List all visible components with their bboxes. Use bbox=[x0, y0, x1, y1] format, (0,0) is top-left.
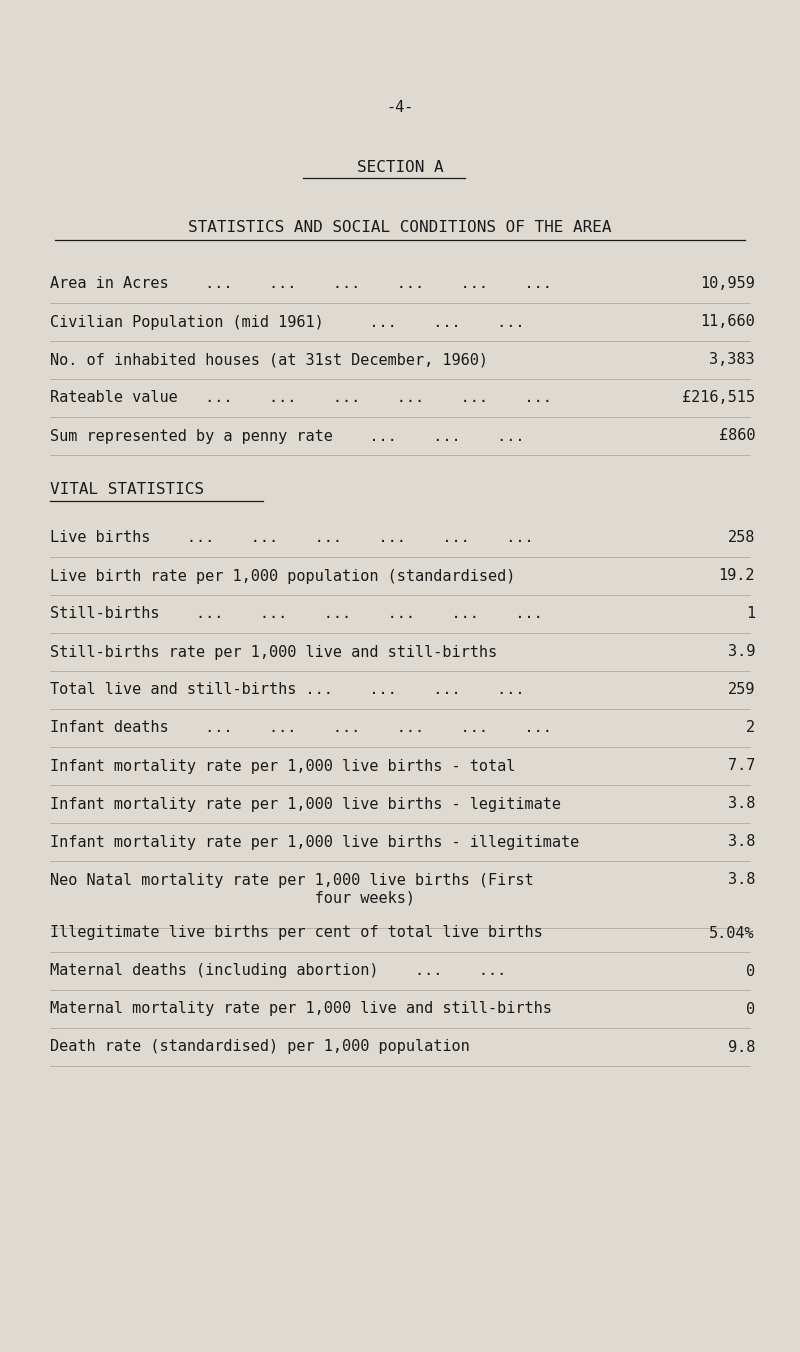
Text: 10,959: 10,959 bbox=[700, 277, 755, 292]
Text: Still-births    ...    ...    ...    ...    ...    ...: Still-births ... ... ... ... ... ... bbox=[50, 607, 542, 622]
Text: 19.2: 19.2 bbox=[718, 568, 755, 584]
Text: 0: 0 bbox=[746, 964, 755, 979]
Text: Still-births rate per 1,000 live and still-births: Still-births rate per 1,000 live and sti… bbox=[50, 645, 497, 660]
Text: 5.04%: 5.04% bbox=[710, 926, 755, 941]
Text: Illegitimate live births per cent of total live births: Illegitimate live births per cent of tot… bbox=[50, 926, 542, 941]
Text: four weeks): four weeks) bbox=[50, 891, 415, 906]
Text: VITAL STATISTICS: VITAL STATISTICS bbox=[50, 483, 204, 498]
Text: No. of inhabited houses (at 31st December, 1960): No. of inhabited houses (at 31st Decembe… bbox=[50, 353, 488, 368]
Text: 1: 1 bbox=[746, 607, 755, 622]
Text: Maternal deaths (including abortion)    ...    ...: Maternal deaths (including abortion) ...… bbox=[50, 964, 506, 979]
Text: 258: 258 bbox=[728, 530, 755, 545]
Text: 3.8: 3.8 bbox=[728, 796, 755, 811]
Text: Infant mortality rate per 1,000 live births - total: Infant mortality rate per 1,000 live bir… bbox=[50, 758, 515, 773]
Text: STATISTICS AND SOCIAL CONDITIONS OF THE AREA: STATISTICS AND SOCIAL CONDITIONS OF THE … bbox=[188, 220, 612, 235]
Text: SECTION A: SECTION A bbox=[357, 161, 443, 176]
Text: £216,515: £216,515 bbox=[682, 391, 755, 406]
Text: 3.8: 3.8 bbox=[728, 834, 755, 849]
Text: Total live and still-births ...    ...    ...    ...: Total live and still-births ... ... ... … bbox=[50, 683, 525, 698]
Text: 3.9: 3.9 bbox=[728, 645, 755, 660]
Text: £860: £860 bbox=[718, 429, 755, 443]
Text: Live birth rate per 1,000 population (standardised): Live birth rate per 1,000 population (st… bbox=[50, 568, 515, 584]
Text: 11,660: 11,660 bbox=[700, 315, 755, 330]
Text: Rateable value   ...    ...    ...    ...    ...    ...: Rateable value ... ... ... ... ... ... bbox=[50, 391, 552, 406]
Text: 2: 2 bbox=[746, 721, 755, 735]
Text: Death rate (standardised) per 1,000 population: Death rate (standardised) per 1,000 popu… bbox=[50, 1040, 470, 1055]
Text: Area in Acres    ...    ...    ...    ...    ...    ...: Area in Acres ... ... ... ... ... ... bbox=[50, 277, 552, 292]
Text: Infant deaths    ...    ...    ...    ...    ...    ...: Infant deaths ... ... ... ... ... ... bbox=[50, 721, 552, 735]
Text: Infant mortality rate per 1,000 live births - illegitimate: Infant mortality rate per 1,000 live bir… bbox=[50, 834, 579, 849]
Text: Sum represented by a penny rate    ...    ...    ...: Sum represented by a penny rate ... ... … bbox=[50, 429, 525, 443]
Text: 7.7: 7.7 bbox=[728, 758, 755, 773]
Text: Live births    ...    ...    ...    ...    ...    ...: Live births ... ... ... ... ... ... bbox=[50, 530, 534, 545]
Text: 3,383: 3,383 bbox=[710, 353, 755, 368]
Text: Neo Natal mortality rate per 1,000 live births (First: Neo Natal mortality rate per 1,000 live … bbox=[50, 872, 534, 887]
Text: 0: 0 bbox=[746, 1002, 755, 1017]
Text: Maternal mortality rate per 1,000 live and still-births: Maternal mortality rate per 1,000 live a… bbox=[50, 1002, 552, 1017]
Text: Infant mortality rate per 1,000 live births - legitimate: Infant mortality rate per 1,000 live bir… bbox=[50, 796, 561, 811]
Text: -4-: -4- bbox=[386, 100, 414, 115]
Text: 9.8: 9.8 bbox=[728, 1040, 755, 1055]
Text: 3.8: 3.8 bbox=[728, 872, 755, 887]
Text: Civilian Population (mid 1961)     ...    ...    ...: Civilian Population (mid 1961) ... ... .… bbox=[50, 315, 525, 330]
Text: 259: 259 bbox=[728, 683, 755, 698]
